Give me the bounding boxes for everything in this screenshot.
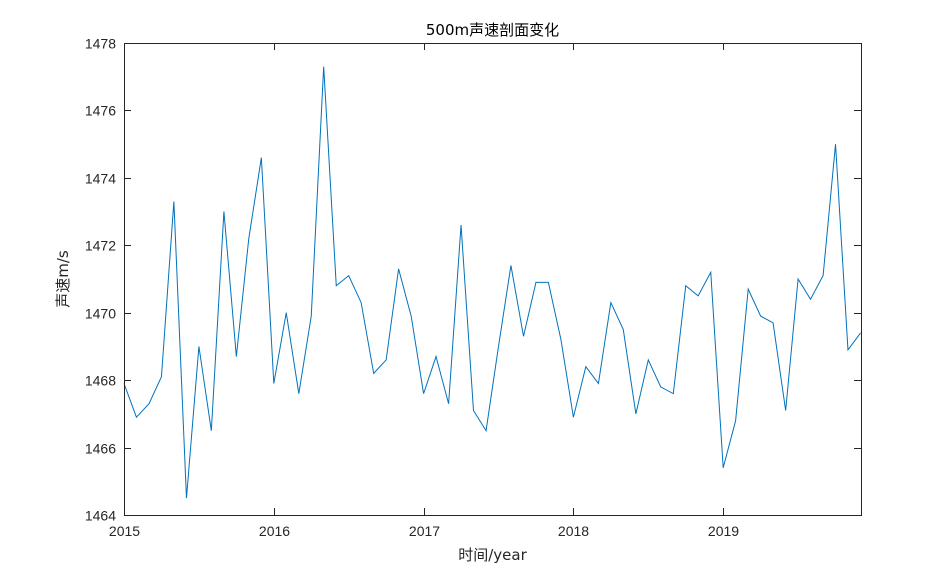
series-line-0 [123, 66, 861, 499]
data-series-group [123, 66, 861, 499]
x-axis-label: 时间/year [458, 546, 527, 564]
y-tick-label: 1470 [85, 306, 116, 322]
plot-area [124, 43, 861, 515]
y-tick-label: 1476 [85, 103, 116, 119]
y-tick-label: 1472 [85, 238, 116, 254]
x-tick-label: 2016 [259, 523, 290, 539]
axes-group: 1464 1466 1468 1470 1472 1474 1476 1478 2015 2016… [85, 36, 862, 539]
y-tick-label: 1466 [85, 441, 116, 457]
x-tick-label: 2018 [558, 523, 589, 539]
y-axis-label: 声速m/s [54, 250, 72, 308]
x-tick-label: 2019 [708, 523, 739, 539]
axes-box [124, 43, 862, 516]
y-tick-label: 1468 [85, 373, 116, 389]
y-tick-label: 1478 [85, 36, 116, 52]
y-tick-label: 1474 [85, 171, 116, 187]
x-tick-label: 2015 [109, 523, 140, 539]
y-tick-label: 1464 [85, 508, 116, 524]
chart-title: 500m声速剖面变化 [426, 21, 559, 39]
x-tick-label: 2017 [409, 523, 440, 539]
